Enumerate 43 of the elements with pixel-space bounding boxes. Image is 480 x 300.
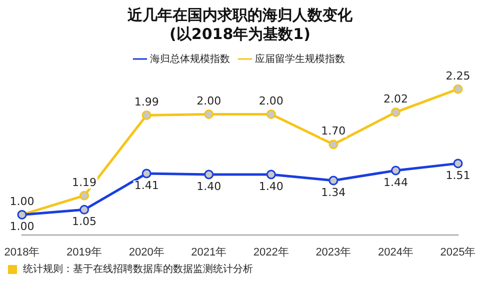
data-label: 1.00 [10, 220, 34, 234]
point [142, 110, 152, 120]
x-tick-label: 2020年 [128, 246, 164, 258]
point [390, 107, 400, 117]
data-label: 2.00 [196, 94, 222, 108]
data-label: 1.19 [72, 176, 97, 189]
point [453, 158, 463, 168]
x-tick-label: 2025年 [440, 246, 476, 258]
point [390, 166, 400, 176]
point [328, 140, 338, 150]
point [266, 170, 276, 180]
data-label: 1.99 [134, 96, 159, 109]
data-label: 1.41 [134, 178, 159, 192]
legend-label: 应届留学生规模指数 [255, 52, 345, 65]
data-label: 1.51 [446, 168, 470, 182]
legend-label: 海归总体规模指数 [150, 52, 230, 65]
data-label: 2.02 [383, 92, 408, 106]
data-label: 1.05 [72, 215, 97, 228]
x-tick-label: 2023年 [316, 246, 352, 258]
x-tick-label: 2019年 [66, 246, 102, 258]
x-tick-label: 2022年 [253, 246, 289, 258]
data-label: 1.00 [10, 195, 34, 208]
data-label: 1.40 [196, 180, 222, 193]
point [204, 109, 214, 119]
data-label: 1.44 [383, 176, 408, 189]
data-label: 1.40 [258, 180, 284, 193]
point [266, 109, 276, 119]
point [80, 204, 90, 214]
data-label: 1.34 [321, 186, 346, 199]
x-tick-label: 2021年 [191, 246, 227, 258]
point [80, 190, 90, 200]
data-label: 2.25 [446, 69, 470, 82]
x-tick-label: 2024年 [378, 246, 414, 258]
point [453, 84, 463, 94]
x-tick-label: 2018年 [4, 246, 40, 258]
point [142, 168, 152, 178]
data-label: 2.00 [258, 94, 284, 108]
text: 统计规则：基于在线招聘数据库的数据监测统计分析 [23, 262, 253, 276]
chart-subtitle: (以2018年为基数1) [168, 25, 312, 44]
point [204, 170, 214, 180]
data-label: 1.70 [321, 124, 346, 138]
point [328, 176, 338, 186]
chart-title: 近几年在国内求职的海归人数变化 [126, 6, 354, 25]
